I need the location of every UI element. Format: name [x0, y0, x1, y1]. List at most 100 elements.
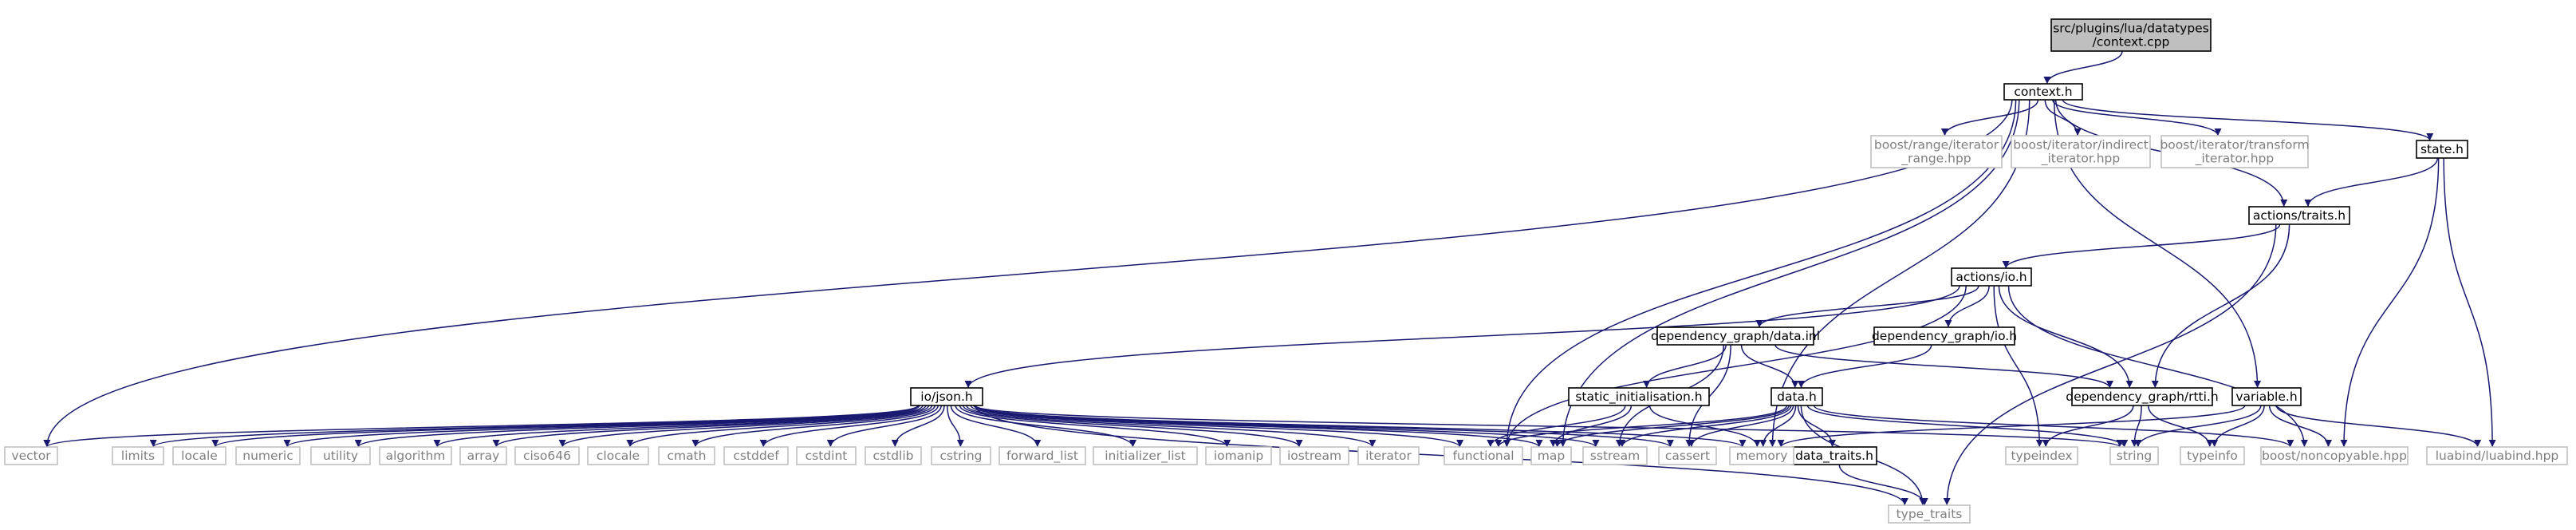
edge-root-to-context-h — [2043, 50, 2123, 85]
node-io-json[interactable]: io/json.h — [910, 387, 983, 406]
node-label: data.h — [1777, 390, 1817, 404]
node-typeinfo[interactable]: typeinfo — [2180, 446, 2245, 465]
node-cstdint[interactable]: cstdint — [796, 446, 857, 465]
node-ciso646[interactable]: ciso646 — [514, 446, 580, 465]
node-label: cstddef — [733, 449, 779, 463]
node-box — [998, 446, 1086, 465]
node-label: memory — [1736, 449, 1788, 463]
node-box — [1357, 446, 1420, 465]
node-array[interactable]: array — [459, 446, 507, 465]
node-box — [865, 446, 922, 465]
node-label: locale — [181, 449, 218, 463]
node-label: typeinfo — [2187, 449, 2238, 463]
edge-dg-data-inl-to-cassert — [1685, 344, 1731, 448]
node-label: limits — [121, 449, 155, 463]
node-clocale[interactable]: clocale — [587, 446, 649, 465]
node-functional[interactable]: functional — [1444, 446, 1523, 465]
node-box — [2050, 18, 2212, 52]
node-label: utility — [323, 449, 358, 463]
node-numeric[interactable]: numeric — [235, 446, 301, 465]
node-data-traits[interactable]: data_traits.h — [1791, 446, 1877, 465]
node-sstream[interactable]: sstream — [1582, 446, 1648, 465]
node-box — [1771, 387, 1823, 406]
node-label: static_initialisation.h — [1575, 390, 1702, 405]
node-initializer-list[interactable]: initializer_list — [1093, 446, 1198, 465]
node-label: sstream — [1590, 449, 1640, 463]
node-label: cstdlib — [873, 449, 914, 463]
node-boost-range[interactable]: boost/range/iterator_range.hpp — [1870, 135, 2003, 168]
node-actions-io[interactable]: actions/io.h — [1951, 267, 2032, 287]
node-box — [2160, 135, 2309, 168]
node-map[interactable]: map — [1530, 446, 1572, 465]
node-utility[interactable]: utility — [310, 446, 371, 465]
edge-io-json-to-type-traits — [975, 405, 1908, 506]
edge-io-json-to-string — [975, 405, 2124, 448]
node-cstddef[interactable]: cstddef — [723, 446, 789, 465]
edge-actions-io-to-dg-io — [1944, 285, 1990, 328]
node-dg-io[interactable]: dependency_graph/io.h — [1872, 326, 2017, 346]
edge-context-h-to-memory — [1768, 99, 2030, 448]
edge-data-h-to-string — [1806, 405, 2129, 448]
edge-io-json-to-numeric — [283, 405, 919, 448]
node-iterator[interactable]: iterator — [1357, 446, 1420, 465]
node-label: boost/noncopyable.hpp — [2262, 449, 2407, 463]
node-label: array — [467, 449, 500, 463]
node-algorithm[interactable]: algorithm — [379, 446, 452, 465]
node-luabind[interactable]: luabind/luabind.hpp — [2426, 446, 2568, 465]
node-string[interactable]: string — [2109, 446, 2159, 465]
node-label: forward_list — [1006, 449, 1078, 464]
node-forward-list[interactable]: forward_list — [998, 446, 1086, 465]
node-context-h[interactable]: context.h — [2003, 83, 2083, 101]
node-box — [2231, 387, 2302, 406]
node-box — [235, 446, 301, 465]
node-iomanip[interactable]: iomanip — [1205, 446, 1272, 465]
node-typeindex[interactable]: typeindex — [2005, 446, 2078, 465]
node-box — [1582, 446, 1648, 465]
edge-io-json-to-initializer-list — [955, 405, 1136, 448]
node-memory[interactable]: memory — [1729, 446, 1794, 465]
node-label: _iterator.hpp — [2195, 152, 2274, 167]
edge-dg-rtti-to-string — [2130, 405, 2142, 448]
node-dg-rtti[interactable]: dependency_graph/rtti.h — [2066, 387, 2219, 406]
edge-io-json-to-map — [973, 405, 1543, 448]
edge-dg-data-inl-to-static-init — [1643, 344, 1727, 389]
node-vector[interactable]: vector — [4, 446, 58, 465]
node-dg-data-inl[interactable]: dependency_graph/data.inl — [1651, 326, 1820, 346]
node-state-h[interactable]: state.h — [2416, 140, 2468, 159]
node-boost-indirect[interactable]: boost/iterator/indirect_iterator.hpp — [2011, 135, 2151, 168]
node-limits[interactable]: limits — [112, 446, 164, 465]
node-boost-noncopyable[interactable]: boost/noncopyable.hpp — [2260, 446, 2409, 465]
edge-dg-io-to-data-h — [1797, 344, 1932, 389]
node-data-h[interactable]: data.h — [1771, 387, 1823, 406]
node-label: cstdint — [805, 449, 848, 463]
edge-context-h-to-functional — [1503, 99, 2017, 448]
node-box — [1656, 326, 1814, 346]
node-variable-h[interactable]: variable.h — [2231, 387, 2302, 406]
node-box — [4, 446, 58, 465]
node-type-traits[interactable]: type_traits — [1888, 504, 1971, 524]
node-label: _iterator.hpp — [2041, 152, 2120, 167]
node-boost-transform[interactable]: boost/iterator/transform_iterator.hpp — [2160, 135, 2310, 168]
graph-edges — [43, 50, 2496, 506]
edge-io-json-to-forward-list — [950, 405, 1042, 448]
node-actions-traits[interactable]: actions/traits.h — [2248, 206, 2350, 225]
edge-data-traits-to-type-traits — [1838, 464, 1928, 506]
node-label: functional — [1452, 449, 1514, 463]
node-label: vector — [11, 449, 51, 463]
edge-io-json-to-cstddef — [759, 405, 939, 448]
node-cstdlib[interactable]: cstdlib — [865, 446, 922, 465]
node-locale[interactable]: locale — [172, 446, 226, 465]
node-label: iterator — [1365, 449, 1412, 463]
node-static-init[interactable]: static_initialisation.h — [1568, 387, 1710, 406]
node-cmath[interactable]: cmath — [658, 446, 715, 465]
node-cassert[interactable]: cassert — [1658, 446, 1717, 465]
edge-context-h-to-boost-transform — [2052, 99, 2222, 136]
edge-variable-h-to-boost-noncopyable — [2268, 405, 2332, 448]
node-root[interactable]: src/plugins/lua/datatypes/context.cpp — [2050, 18, 2212, 52]
node-iostream[interactable]: iostream — [1279, 446, 1349, 465]
edge-io-json-to-limits — [150, 405, 919, 448]
node-cstring[interactable]: cstring — [931, 446, 991, 465]
node-box — [910, 387, 983, 406]
node-label: clocale — [597, 449, 640, 463]
edge-io-json-to-algorithm — [433, 405, 924, 448]
